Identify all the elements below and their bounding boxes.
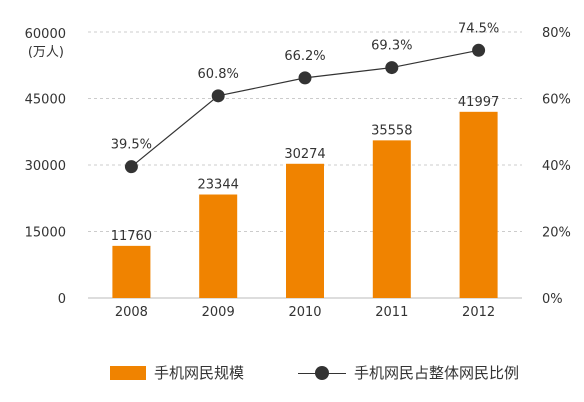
left-tick-label: 15000 — [25, 226, 66, 241]
left-tick-label: 45000 — [25, 93, 66, 108]
x-tick-label: 2008 — [115, 305, 148, 320]
legend-line-swatch — [298, 365, 346, 380]
bar-value-label: 35558 — [371, 123, 412, 138]
x-axis: 2008 2009 2010 2011 2012 — [115, 305, 495, 320]
bar — [286, 163, 324, 298]
line-value-label: 60.8% — [198, 67, 239, 82]
bar-value-label: 41997 — [458, 95, 499, 110]
legend-bar-swatch — [110, 365, 146, 380]
bar-value-label: 11760 — [111, 229, 152, 244]
legend: 手机网民规模 手机网民占整体网民比例 — [0, 362, 584, 386]
bar — [112, 245, 151, 298]
line-series: 39.5% 60.8% 66.2% 69.3% 74.5% — [111, 21, 499, 174]
legend-item-bar: 手机网民规模 — [110, 362, 244, 383]
right-tick-label: 80% — [542, 26, 571, 41]
right-y-axis: 0% 20% 40% 60% 80% — [542, 26, 571, 307]
x-tick-label: 2012 — [462, 305, 495, 320]
line-point — [124, 160, 138, 174]
left-tick-label: 30000 — [25, 159, 66, 174]
line-point — [298, 71, 312, 85]
right-tick-label: 40% — [542, 159, 571, 174]
bar-value-label: 30274 — [284, 147, 325, 162]
right-tick-label: 60% — [542, 93, 571, 108]
line-value-label: 66.2% — [284, 49, 325, 64]
line-value-label: 39.5% — [111, 138, 152, 153]
line-value-label: 69.3% — [371, 39, 412, 54]
line-point — [211, 89, 225, 103]
line-point — [472, 43, 486, 57]
bar — [372, 140, 411, 298]
left-axis-unit-label: (万人) — [28, 45, 64, 60]
bar — [459, 111, 498, 299]
bar — [199, 194, 238, 298]
right-tick-label: 20% — [542, 226, 571, 241]
left-axis-top-label: 60000 — [25, 27, 66, 42]
legend-line-label: 手机网民占整体网民比例 — [354, 364, 520, 382]
right-tick-label: 0% — [542, 292, 563, 307]
bar-series: 11760 23344 30274 35558 41997 — [111, 95, 499, 299]
legend-bar-label: 手机网民规模 — [154, 364, 245, 382]
x-tick-label: 2011 — [375, 305, 408, 320]
x-tick-label: 2009 — [202, 305, 235, 320]
legend-item-line: 手机网民占整体网民比例 — [298, 362, 519, 383]
line-point — [385, 61, 399, 75]
bar-value-label: 23344 — [198, 178, 239, 193]
left-tick-label: 0 — [58, 292, 66, 307]
line-value-label: 74.5% — [458, 21, 499, 36]
x-tick-label: 2010 — [288, 305, 321, 320]
left-y-axis: 60000 (万人) 0 15000 30000 45000 — [25, 27, 66, 307]
